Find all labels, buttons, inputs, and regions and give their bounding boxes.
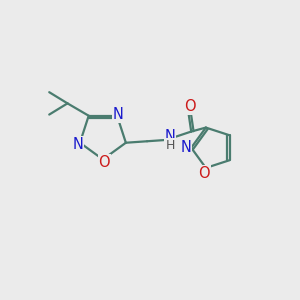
Text: O: O [98,155,110,170]
Text: O: O [199,166,210,181]
Text: O: O [184,99,195,114]
Text: N: N [113,107,124,122]
Text: H: H [165,139,175,152]
Text: N: N [181,140,191,155]
Text: N: N [72,137,83,152]
Text: N: N [165,129,176,144]
